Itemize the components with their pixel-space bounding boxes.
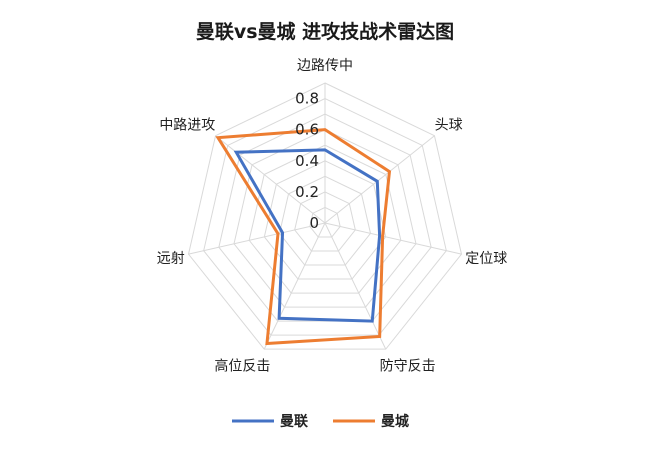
legend-item: 曼联 — [232, 414, 309, 430]
legend: 曼联 曼城 — [232, 413, 409, 430]
grid-ring — [233, 129, 417, 308]
axis-label: 高位反击 — [214, 358, 270, 375]
grid-ring — [263, 160, 387, 280]
chart-title: 曼联vs曼城 进攻技战术雷达图 — [196, 20, 454, 43]
axis-label: 头球 — [435, 117, 463, 133]
legend-label: 曼城 — [381, 413, 409, 430]
tick-label: 0.8 — [295, 90, 319, 108]
series-line-1 — [215, 128, 392, 346]
axis-label: 中路进攻 — [159, 117, 215, 133]
grid — [187, 82, 463, 350]
grid-spoke — [324, 222, 462, 255]
tick-label: 0.2 — [295, 183, 319, 201]
grid-spoke — [263, 222, 326, 350]
axis-label: 远射 — [157, 251, 185, 267]
legend-item: 曼城 — [333, 413, 409, 430]
grid-spoke — [215, 135, 326, 224]
grid-ring — [203, 98, 447, 336]
grid-spoke — [188, 222, 326, 255]
tick-label: 0 — [309, 214, 319, 232]
axis-label: 定位球 — [465, 251, 507, 267]
legend-label: 曼联 — [280, 414, 309, 430]
axis-label: 防守反击 — [380, 359, 436, 375]
grid-ring — [278, 175, 372, 266]
tick-label: 0.6 — [295, 121, 319, 139]
tick-labels: 0 0.2 0.4 0.6 0.8 — [295, 90, 319, 232]
grid-spoke — [324, 222, 387, 350]
tick-label: 0.4 — [295, 152, 319, 170]
series-line-0 — [233, 148, 382, 323]
axis-label: 边路传中 — [297, 58, 353, 74]
grid-ring — [309, 206, 341, 238]
series-layer — [215, 128, 392, 346]
grid-ring — [294, 191, 356, 252]
grid-ring — [187, 82, 463, 350]
grid-spoke — [324, 135, 435, 224]
